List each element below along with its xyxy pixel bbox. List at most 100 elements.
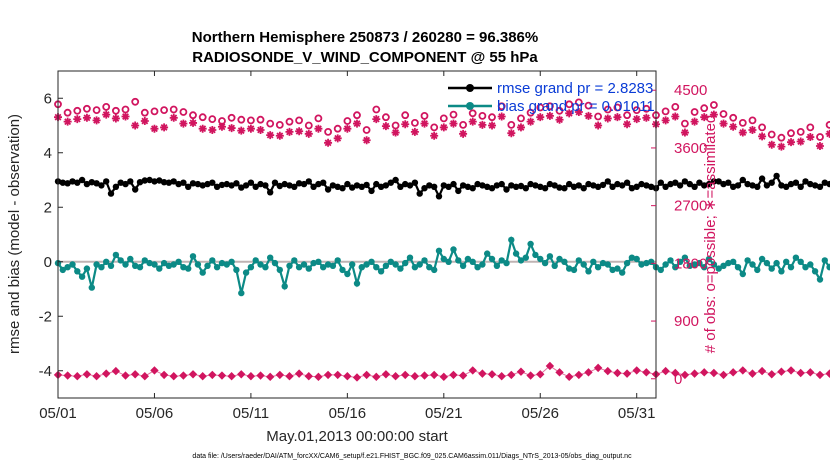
assimilated-point xyxy=(545,111,554,120)
bias-point xyxy=(498,257,505,264)
bias-point xyxy=(271,259,279,267)
rmse-point xyxy=(450,180,457,188)
rmse-point xyxy=(127,178,134,185)
assimilated-point xyxy=(430,131,439,140)
bias-point xyxy=(103,258,110,265)
rmse-point xyxy=(242,182,250,189)
rmse-point xyxy=(484,183,491,190)
rmse-point xyxy=(377,183,385,190)
rmse-point xyxy=(619,182,626,189)
bias-point xyxy=(286,262,293,269)
rmse-point xyxy=(445,183,452,190)
rmse-point xyxy=(247,179,255,186)
assimilated-point xyxy=(208,125,217,134)
rmse-point xyxy=(479,182,486,189)
possible-point xyxy=(160,106,169,114)
count-point xyxy=(458,371,468,380)
possible-series xyxy=(54,97,830,142)
rmse-point xyxy=(122,180,129,188)
bias-point xyxy=(247,264,255,271)
count-point xyxy=(140,372,150,381)
x-tick-label: 05/21 xyxy=(425,405,463,422)
count-point xyxy=(719,370,728,380)
count-point xyxy=(584,368,593,377)
assimilated-point xyxy=(507,129,516,138)
rmse-series xyxy=(54,172,830,200)
rmse-point xyxy=(300,180,308,188)
rmse-point xyxy=(561,185,568,192)
rmse-point xyxy=(623,179,631,186)
assimilated-point xyxy=(266,131,275,140)
count-series xyxy=(53,361,830,382)
bias-point xyxy=(122,261,129,268)
count-point xyxy=(265,372,275,382)
possible-point xyxy=(324,127,333,136)
bias-point xyxy=(329,262,337,269)
assimilated-point xyxy=(565,109,574,118)
assimilated-point xyxy=(401,120,410,129)
assimilated-point xyxy=(632,115,641,124)
bias-point xyxy=(242,269,250,276)
x-axis: 05/01 05/06 05/11 05/16 05/21 05/26 05/31 xyxy=(39,71,655,422)
bias-point xyxy=(633,255,640,263)
rmse-point xyxy=(233,180,240,187)
assimilated-point xyxy=(497,112,506,121)
bias-point xyxy=(141,257,148,264)
rmse-point xyxy=(146,176,153,184)
rmse-point xyxy=(508,182,515,189)
rmse-point xyxy=(614,180,621,188)
possible-point xyxy=(275,121,284,129)
count-point xyxy=(159,370,169,380)
rmse-point xyxy=(141,177,148,184)
possible-point xyxy=(343,117,352,125)
rmse-point xyxy=(112,183,120,190)
rmse-point xyxy=(512,183,520,190)
bias-point xyxy=(228,258,235,265)
assimilated-point xyxy=(237,126,246,135)
rmse-point xyxy=(783,183,790,190)
possible-point xyxy=(517,114,525,123)
possible-point xyxy=(478,112,487,120)
rmse-point xyxy=(194,180,202,188)
possible-point xyxy=(603,105,612,114)
rmse-point xyxy=(715,178,722,185)
rmse-point xyxy=(807,180,814,188)
bias-point xyxy=(662,261,669,268)
assimilated-point xyxy=(671,112,680,121)
bias-point xyxy=(594,264,602,271)
bias-point xyxy=(450,246,457,253)
rmse-point xyxy=(228,182,235,189)
bias-point xyxy=(233,266,240,274)
rmse-point xyxy=(435,193,443,200)
possible-point xyxy=(227,113,236,122)
rmse-point xyxy=(585,180,592,188)
possible-point xyxy=(555,106,564,115)
rmse-point xyxy=(339,185,346,192)
count-point xyxy=(767,370,776,379)
assimilated-point xyxy=(555,115,564,124)
rmse-point xyxy=(778,182,785,189)
rmse-point xyxy=(517,182,525,190)
bias-point xyxy=(701,264,708,271)
bias-point xyxy=(175,258,182,265)
assimilated-point xyxy=(295,127,304,136)
bias-point xyxy=(252,257,259,264)
count-point xyxy=(497,372,506,381)
bias-point xyxy=(672,264,679,271)
rmse-point xyxy=(768,179,775,186)
assimilated-point xyxy=(690,117,699,126)
count-point xyxy=(314,372,323,382)
assimilated-point xyxy=(217,122,226,131)
bias-point xyxy=(358,264,365,271)
bias-point xyxy=(705,255,713,263)
count-point xyxy=(429,370,439,380)
rmse-point xyxy=(720,180,727,188)
x-tick-label: 05/01 xyxy=(39,405,77,422)
assimilated-point xyxy=(285,127,294,136)
rmse-point xyxy=(315,180,322,188)
rmse-point xyxy=(189,180,197,187)
bias-point xyxy=(556,255,563,263)
assimilated-point xyxy=(227,124,236,133)
bias-point xyxy=(93,261,100,268)
chart-title: Northern Hemisphere 250873 / 260280 = 96… xyxy=(192,29,538,46)
